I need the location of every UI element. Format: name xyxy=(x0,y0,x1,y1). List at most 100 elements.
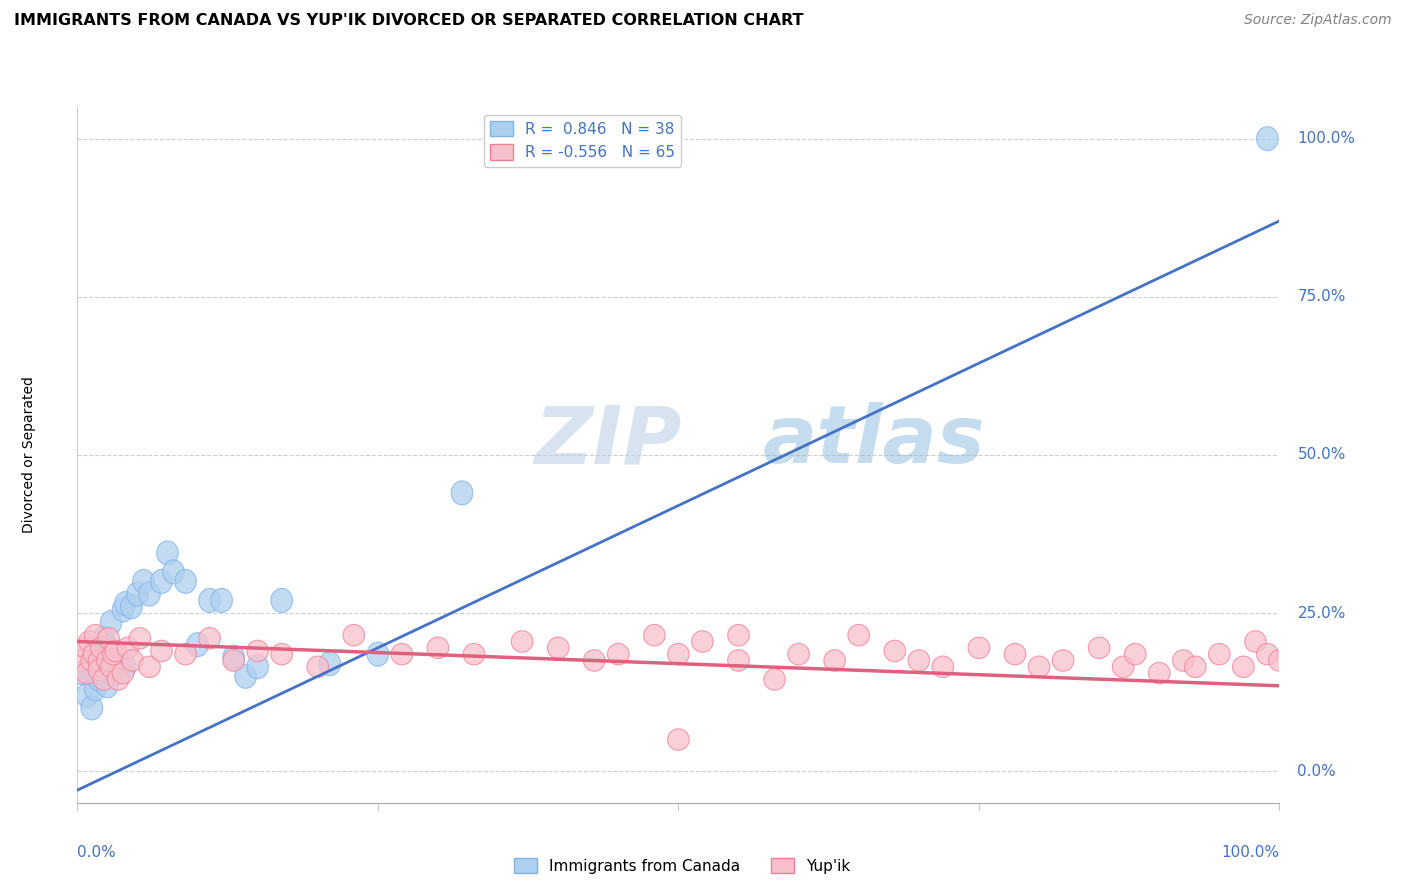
Ellipse shape xyxy=(512,631,533,652)
Text: 0.0%: 0.0% xyxy=(1298,764,1336,779)
Ellipse shape xyxy=(79,658,100,682)
Ellipse shape xyxy=(692,631,713,652)
Ellipse shape xyxy=(79,631,100,652)
Ellipse shape xyxy=(156,541,179,565)
Ellipse shape xyxy=(932,656,953,678)
Text: Source: ZipAtlas.com: Source: ZipAtlas.com xyxy=(1244,13,1392,28)
Ellipse shape xyxy=(1125,643,1146,665)
Ellipse shape xyxy=(105,640,127,662)
Ellipse shape xyxy=(117,637,139,658)
Ellipse shape xyxy=(90,661,112,685)
Ellipse shape xyxy=(247,655,269,679)
Ellipse shape xyxy=(884,640,905,662)
Ellipse shape xyxy=(127,582,148,606)
Ellipse shape xyxy=(73,661,94,685)
Ellipse shape xyxy=(97,649,118,672)
Text: 50.0%: 50.0% xyxy=(1298,448,1346,462)
Ellipse shape xyxy=(1244,631,1267,652)
Ellipse shape xyxy=(103,643,124,665)
Text: Divorced or Separated: Divorced or Separated xyxy=(22,376,37,533)
Legend: Immigrants from Canada, Yup'ik: Immigrants from Canada, Yup'ik xyxy=(508,852,856,880)
Ellipse shape xyxy=(132,569,155,593)
Ellipse shape xyxy=(1209,643,1230,665)
Ellipse shape xyxy=(271,589,292,613)
Ellipse shape xyxy=(668,643,689,665)
Ellipse shape xyxy=(89,649,110,672)
Ellipse shape xyxy=(90,637,112,658)
Ellipse shape xyxy=(319,652,340,675)
Ellipse shape xyxy=(247,640,269,662)
Ellipse shape xyxy=(1268,649,1291,672)
Text: 75.0%: 75.0% xyxy=(1298,289,1346,304)
Ellipse shape xyxy=(787,643,810,665)
Text: 100.0%: 100.0% xyxy=(1222,845,1279,860)
Ellipse shape xyxy=(75,637,97,658)
Ellipse shape xyxy=(112,663,134,684)
Legend: R =  0.846   N = 38, R = -0.556   N = 65: R = 0.846 N = 38, R = -0.556 N = 65 xyxy=(484,115,681,167)
Ellipse shape xyxy=(93,669,115,690)
Ellipse shape xyxy=(1052,649,1074,672)
Ellipse shape xyxy=(84,624,107,646)
Ellipse shape xyxy=(547,637,569,658)
Ellipse shape xyxy=(728,624,749,646)
Ellipse shape xyxy=(150,640,173,662)
Ellipse shape xyxy=(108,655,131,679)
Ellipse shape xyxy=(463,643,485,665)
Ellipse shape xyxy=(969,637,990,658)
Ellipse shape xyxy=(150,569,173,593)
Text: 0.0%: 0.0% xyxy=(77,845,117,860)
Text: ZIP: ZIP xyxy=(534,402,682,480)
Ellipse shape xyxy=(105,661,127,685)
Ellipse shape xyxy=(115,591,136,615)
Ellipse shape xyxy=(1257,127,1278,151)
Ellipse shape xyxy=(84,677,107,701)
Ellipse shape xyxy=(1184,656,1206,678)
Ellipse shape xyxy=(848,624,869,646)
Ellipse shape xyxy=(82,649,103,672)
Ellipse shape xyxy=(1257,643,1278,665)
Ellipse shape xyxy=(1173,649,1194,672)
Ellipse shape xyxy=(271,643,292,665)
Ellipse shape xyxy=(1004,643,1026,665)
Ellipse shape xyxy=(139,656,160,678)
Ellipse shape xyxy=(1149,663,1170,684)
Ellipse shape xyxy=(76,663,98,684)
Ellipse shape xyxy=(235,665,256,689)
Ellipse shape xyxy=(129,628,150,649)
Ellipse shape xyxy=(187,632,208,657)
Ellipse shape xyxy=(122,649,143,672)
Ellipse shape xyxy=(83,643,105,665)
Ellipse shape xyxy=(668,729,689,750)
Ellipse shape xyxy=(84,652,107,675)
Ellipse shape xyxy=(98,628,120,649)
Ellipse shape xyxy=(427,637,449,658)
Text: 25.0%: 25.0% xyxy=(1298,606,1346,621)
Ellipse shape xyxy=(1028,656,1050,678)
Ellipse shape xyxy=(70,649,91,672)
Ellipse shape xyxy=(583,649,605,672)
Ellipse shape xyxy=(307,656,329,678)
Ellipse shape xyxy=(115,655,136,679)
Ellipse shape xyxy=(211,589,232,613)
Ellipse shape xyxy=(97,673,118,698)
Ellipse shape xyxy=(1233,656,1254,678)
Ellipse shape xyxy=(222,649,245,672)
Ellipse shape xyxy=(107,669,129,690)
Ellipse shape xyxy=(728,649,749,672)
Ellipse shape xyxy=(763,669,786,690)
Ellipse shape xyxy=(89,659,110,681)
Ellipse shape xyxy=(89,667,110,691)
Ellipse shape xyxy=(121,595,142,619)
Ellipse shape xyxy=(451,481,472,505)
Ellipse shape xyxy=(391,643,413,665)
Ellipse shape xyxy=(93,642,115,666)
Ellipse shape xyxy=(103,658,124,682)
Ellipse shape xyxy=(644,624,665,646)
Text: atlas: atlas xyxy=(762,402,986,480)
Ellipse shape xyxy=(222,645,245,669)
Ellipse shape xyxy=(100,656,122,678)
Ellipse shape xyxy=(198,628,221,649)
Ellipse shape xyxy=(174,643,197,665)
Ellipse shape xyxy=(343,624,364,646)
Ellipse shape xyxy=(97,636,118,660)
